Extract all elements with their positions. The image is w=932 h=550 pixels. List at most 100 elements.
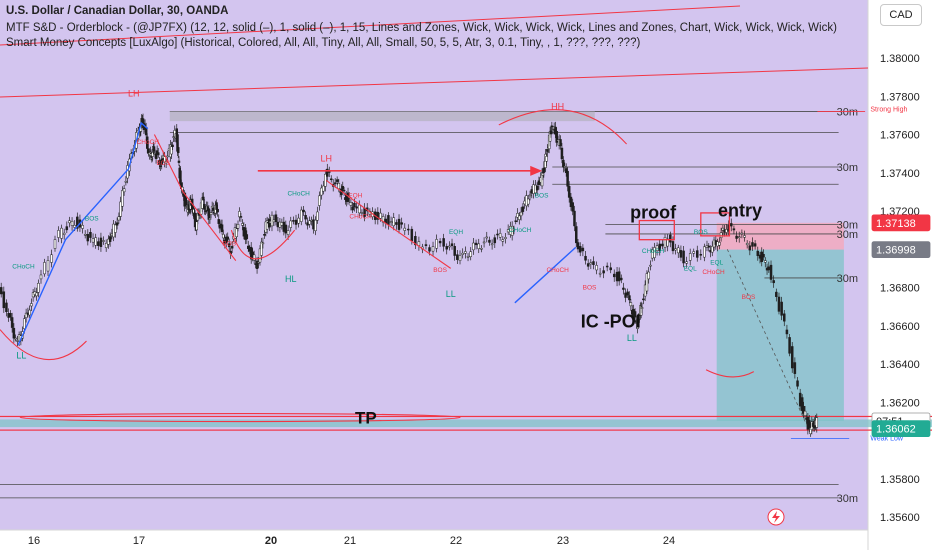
candle-body	[576, 242, 580, 250]
candle-body	[397, 218, 401, 230]
candle-body	[306, 222, 309, 226]
annotation-entry: entry	[718, 201, 762, 221]
candle-body	[108, 236, 112, 242]
candle-body	[9, 313, 12, 318]
candle-body	[164, 161, 168, 164]
candle-body	[428, 247, 431, 252]
candle-body	[573, 210, 576, 227]
candle-body	[514, 220, 517, 222]
y-tick-label: 1.36200	[880, 397, 920, 409]
candle-body	[89, 232, 92, 238]
candle-body	[320, 187, 323, 196]
structure-label: LL	[446, 289, 456, 299]
candle-body	[751, 242, 754, 247]
candle-body	[166, 155, 169, 158]
candle-body	[699, 254, 703, 256]
level-label: 30m	[837, 162, 858, 174]
candle-body	[564, 168, 568, 174]
price-label: 1.36998	[876, 245, 916, 257]
level-label: 30m	[837, 273, 858, 285]
candle-body	[562, 159, 565, 168]
candle-body	[2, 291, 6, 309]
candle-body	[629, 302, 633, 307]
candle-body	[115, 222, 119, 226]
candle-body	[272, 219, 276, 223]
short-position-reward	[716, 249, 844, 421]
candle-body	[403, 227, 407, 231]
tp-ellipse	[19, 412, 461, 423]
candle-body	[160, 158, 163, 165]
arrow-head	[530, 165, 543, 176]
candle-body	[589, 262, 593, 265]
x-tick-label: 16	[28, 535, 40, 547]
candle-body	[119, 201, 122, 217]
candle-body	[602, 270, 605, 274]
candle-body	[163, 156, 166, 163]
candle-body	[151, 152, 154, 157]
candle-body	[780, 301, 783, 316]
candle-body	[376, 211, 380, 220]
candle-body	[216, 208, 219, 213]
candle-body	[777, 296, 781, 312]
y-tick-label: 1.36600	[880, 321, 920, 333]
candle-body	[337, 182, 341, 189]
annotation-weak-low: Weak Low	[870, 436, 903, 443]
candle-body	[516, 213, 519, 218]
candle-body	[226, 236, 229, 240]
candle-body	[719, 232, 723, 238]
lightning-icon	[772, 511, 780, 523]
indicator-smc-legend[interactable]: Smart Money Concepts [LuxAlgo] (Historic…	[6, 37, 641, 49]
candle-body	[177, 160, 181, 163]
candle-body	[270, 214, 274, 227]
y-tick-label: 1.38000	[880, 53, 920, 65]
hl-curve	[230, 229, 296, 260]
candle-body	[379, 212, 382, 219]
candle-body	[737, 236, 741, 238]
candle-body	[569, 196, 573, 208]
x-tick-label: 22	[450, 535, 462, 547]
candle-body	[300, 209, 303, 222]
candle-body	[147, 148, 150, 154]
level-label: 30m	[837, 107, 858, 119]
candle-body	[466, 256, 470, 258]
candle-body	[238, 211, 241, 218]
candle-body	[24, 312, 28, 318]
candle-body	[46, 260, 50, 272]
candle-body	[349, 202, 353, 206]
candle-body	[802, 406, 805, 414]
candle-body	[453, 246, 456, 256]
candle-body	[740, 232, 744, 235]
candle-body	[252, 254, 256, 261]
candle-body	[707, 245, 710, 248]
currency-badge[interactable]: CAD	[880, 4, 922, 26]
candle-body	[571, 202, 574, 212]
structure-label: HH	[551, 102, 564, 112]
indicator-orderblock-legend[interactable]: MTF S&D - Orderblock - (@JP7FX) (12, 12,…	[6, 22, 837, 34]
candle-body	[83, 233, 87, 236]
candle-body	[152, 146, 156, 152]
candle-body	[647, 271, 650, 280]
x-tick-label: 20	[265, 535, 277, 547]
candle-body	[518, 215, 521, 220]
candle-body	[322, 185, 325, 192]
candle-body	[485, 236, 489, 239]
price-label-box	[871, 241, 931, 259]
candle-body	[257, 262, 260, 264]
swing-line-red	[325, 179, 452, 269]
candle-body	[50, 254, 53, 263]
candle-body	[567, 186, 571, 198]
candle-body	[637, 318, 640, 323]
symbol-title[interactable]: U.S. Dollar / Canadian Dollar, 30, OANDA	[6, 5, 229, 17]
candle-body	[545, 156, 548, 162]
ll-curve	[0, 329, 87, 361]
candle-body	[798, 392, 802, 407]
candle-body	[341, 186, 345, 190]
candle-body	[43, 262, 46, 275]
candle-body	[575, 226, 578, 244]
candle-body	[560, 147, 564, 160]
structure-label: BOS	[433, 267, 447, 274]
candle-body	[28, 309, 31, 316]
candle-body	[102, 240, 105, 242]
